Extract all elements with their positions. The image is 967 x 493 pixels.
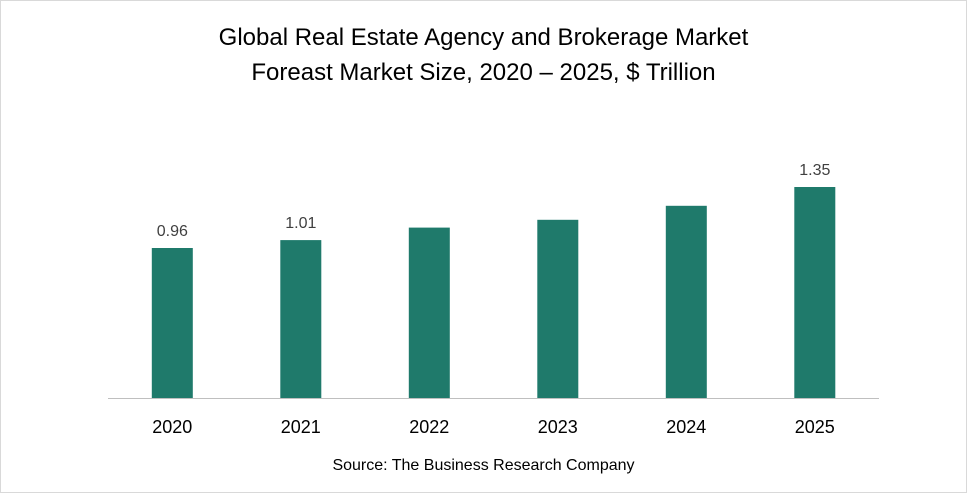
bar-2021	[280, 240, 322, 398]
x-tick-label-2022: 2022	[409, 417, 449, 437]
data-label-2021: 1.01	[285, 215, 316, 232]
bar-2024	[665, 205, 707, 398]
x-tick-label-2025: 2025	[795, 417, 835, 437]
bar-2020	[151, 248, 193, 398]
chart-title-line2: Foreast Market Size, 2020 – 2025, $ Tril…	[251, 59, 716, 86]
bar-2023	[537, 219, 579, 398]
chart-title-line1: Global Real Estate Agency and Brokerage …	[218, 24, 749, 51]
x-tick-label-2020: 2020	[152, 417, 192, 437]
x-tick-label-2021: 2021	[281, 417, 321, 437]
bar-2022	[408, 227, 450, 398]
x-tick-label-2023: 2023	[538, 417, 578, 437]
data-label-2025: 1.35	[799, 162, 830, 179]
bar-2025	[794, 187, 836, 398]
data-label-2020: 0.96	[157, 223, 188, 240]
source-note: Source: The Business Research Company	[332, 457, 635, 474]
x-tick-label-2024: 2024	[666, 417, 706, 437]
